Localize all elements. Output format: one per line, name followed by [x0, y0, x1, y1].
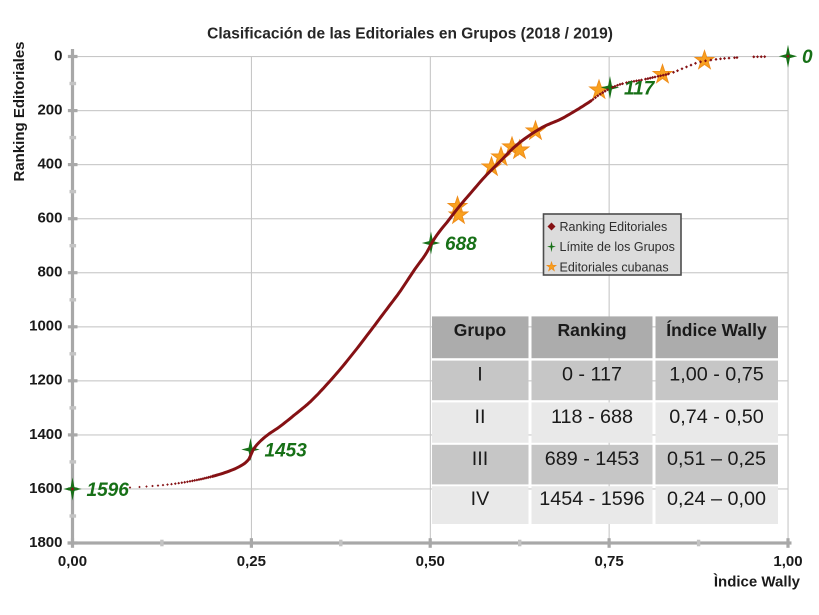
svg-text:0,50: 0,50: [416, 553, 445, 570]
svg-text:0 - 117: 0 - 117: [562, 364, 622, 386]
svg-text:Ranking Editoriales: Ranking Editoriales: [11, 41, 28, 181]
svg-text:0,00: 0,00: [58, 553, 87, 570]
svg-text:1800: 1800: [29, 534, 62, 551]
svg-text:1600: 1600: [29, 480, 62, 497]
svg-text:0,51 – 0,25: 0,51 – 0,25: [667, 448, 766, 470]
svg-text:0,24 – 0,00: 0,24 – 0,00: [667, 488, 766, 510]
svg-text:600: 600: [37, 210, 62, 227]
svg-text:I: I: [477, 364, 483, 386]
svg-text:Límite de los Grupos: Límite de los Grupos: [560, 240, 675, 254]
svg-text:0: 0: [802, 47, 813, 68]
svg-text:400: 400: [37, 156, 62, 173]
svg-text:688: 688: [445, 234, 477, 255]
svg-text:Ranking: Ranking: [557, 320, 626, 340]
svg-text:0,75: 0,75: [594, 553, 623, 570]
svg-text:0,74 - 0,50: 0,74 - 0,50: [669, 406, 764, 428]
svg-text:200: 200: [37, 102, 62, 119]
svg-text:Ranking Editoriales: Ranking Editoriales: [560, 220, 668, 234]
svg-text:1596: 1596: [87, 480, 130, 501]
svg-text:1,00: 1,00: [773, 553, 802, 570]
svg-text:117: 117: [624, 78, 656, 99]
svg-text:III: III: [472, 448, 489, 470]
svg-text:1000: 1000: [29, 318, 62, 335]
svg-text:0,25: 0,25: [237, 553, 266, 570]
svg-text:1,00 - 0,75: 1,00 - 0,75: [669, 364, 764, 386]
svg-text:IV: IV: [471, 488, 490, 510]
svg-text:Índice Wally: Índice Wally: [666, 319, 767, 340]
svg-text:0: 0: [54, 47, 62, 64]
svg-text:118 - 688: 118 - 688: [551, 406, 633, 428]
svg-text:Editoriales cubanas: Editoriales cubanas: [560, 260, 669, 274]
svg-text:Clasificación de las Editorial: Clasificación de las Editoriales en Grup…: [207, 26, 613, 43]
svg-text:II: II: [475, 406, 486, 428]
svg-text:1453: 1453: [265, 440, 308, 461]
svg-text:Grupo: Grupo: [454, 320, 507, 340]
svg-text:1200: 1200: [29, 372, 62, 389]
svg-text:1400: 1400: [29, 426, 62, 443]
svg-text:Ìndice Wally: Ìndice Wally: [713, 574, 801, 591]
svg-text:1454 - 1596: 1454 - 1596: [539, 488, 645, 510]
svg-text:800: 800: [37, 264, 62, 281]
svg-text:689 - 1453: 689 - 1453: [545, 448, 640, 470]
